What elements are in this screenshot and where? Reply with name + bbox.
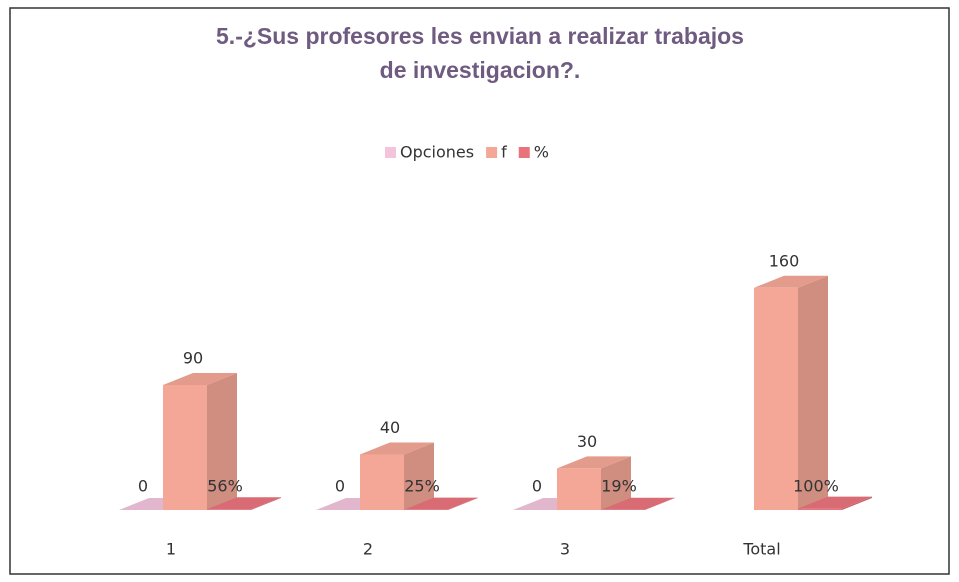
bar-top <box>798 496 872 509</box>
chart-title: 5.-¿Sus profesores les envian a realizar… <box>216 23 744 83</box>
legend-label: f <box>501 143 507 162</box>
bar <box>798 508 842 510</box>
bar-side <box>601 456 631 510</box>
data-label: 56% <box>207 477 243 496</box>
bar-top <box>557 456 631 469</box>
data-label: 90 <box>183 349 203 368</box>
bar-side <box>251 497 281 510</box>
bar-top <box>754 275 828 288</box>
bar-side <box>645 497 675 510</box>
bar-top <box>163 373 237 385</box>
bar-side <box>207 373 237 510</box>
bar-side <box>404 442 434 510</box>
bar-top <box>601 497 675 510</box>
bar <box>557 468 601 510</box>
x-tick-label: 1 <box>166 540 176 559</box>
legend-swatch <box>518 147 530 158</box>
x-tick-label: 2 <box>363 540 373 559</box>
data-label: 0 <box>138 477 148 496</box>
legend-swatch <box>385 147 396 158</box>
bar-top <box>404 497 478 510</box>
data-label: 30 <box>577 432 597 451</box>
data-label: 0 <box>532 477 542 496</box>
bar <box>207 509 251 510</box>
bar-top <box>360 442 434 455</box>
data-label: 100% <box>793 477 839 496</box>
x-tick-label: Total <box>742 540 780 559</box>
bar <box>163 385 207 510</box>
data-label: 160 <box>769 251 800 270</box>
data-label: 19% <box>601 477 637 496</box>
data-label: 25% <box>404 477 440 496</box>
legend-label: % <box>534 143 549 162</box>
bar-side <box>842 496 872 510</box>
data-label: 40 <box>380 418 400 437</box>
bar <box>754 287 798 510</box>
bar-side <box>448 497 478 510</box>
data-label: 0 <box>335 477 345 496</box>
bar <box>360 454 404 510</box>
bar-side <box>798 275 828 510</box>
legend-swatch <box>486 147 498 158</box>
legend-label: Opciones <box>400 143 474 162</box>
bar-top <box>207 497 281 510</box>
x-tick-label: 3 <box>560 540 570 559</box>
